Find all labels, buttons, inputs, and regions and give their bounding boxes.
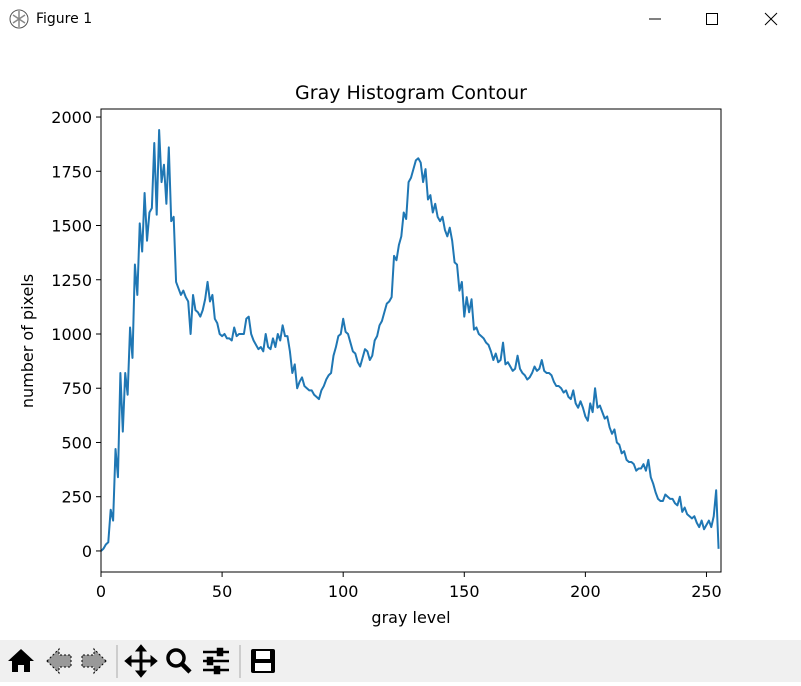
forward-button[interactable] <box>81 647 107 675</box>
app-icon-rays <box>12 11 26 27</box>
x-tick-label: 0 <box>96 582 106 601</box>
x-tick-label: 250 <box>691 582 722 601</box>
save-button[interactable] <box>251 649 275 673</box>
y-tick-label: 750 <box>61 379 92 398</box>
toolbar <box>0 640 801 682</box>
x-tick-label: 150 <box>449 582 480 601</box>
maximize-button[interactable] <box>706 13 718 25</box>
y-tick-label: 1000 <box>51 325 92 344</box>
configure-button[interactable] <box>203 647 229 675</box>
y-tick-label: 0 <box>82 542 92 561</box>
toolbar-icons <box>8 644 275 678</box>
y-tick-label: 1250 <box>51 271 92 290</box>
close-button[interactable] <box>764 12 778 26</box>
x-tick-label: 100 <box>328 582 359 601</box>
chart-title: Gray Histogram Contour <box>295 82 527 104</box>
x-tick-label: 200 <box>570 582 601 601</box>
y-tick-label: 2000 <box>51 108 92 127</box>
data-line <box>101 129 720 552</box>
back-button[interactable] <box>46 647 72 675</box>
home-button[interactable] <box>8 649 34 672</box>
y-tick-label: 1750 <box>51 162 92 181</box>
chart: Gray Histogram Contour gray level number… <box>18 82 722 627</box>
title-bar: Figure 1 <box>0 0 801 38</box>
y-tick-label: 500 <box>61 433 92 452</box>
zoom-button[interactable] <box>166 648 192 674</box>
title-bar-icons <box>9 9 778 29</box>
pan-button[interactable] <box>124 644 158 678</box>
y-axis-label: number of pixels <box>18 274 37 408</box>
axes-frame <box>100 108 722 573</box>
y-tick-label: 250 <box>61 488 92 507</box>
x-axis-label: gray level <box>371 608 450 627</box>
window-title: Figure 1 <box>36 11 93 27</box>
x-tick-label: 50 <box>212 582 232 601</box>
y-tick-label: 1500 <box>51 217 92 236</box>
